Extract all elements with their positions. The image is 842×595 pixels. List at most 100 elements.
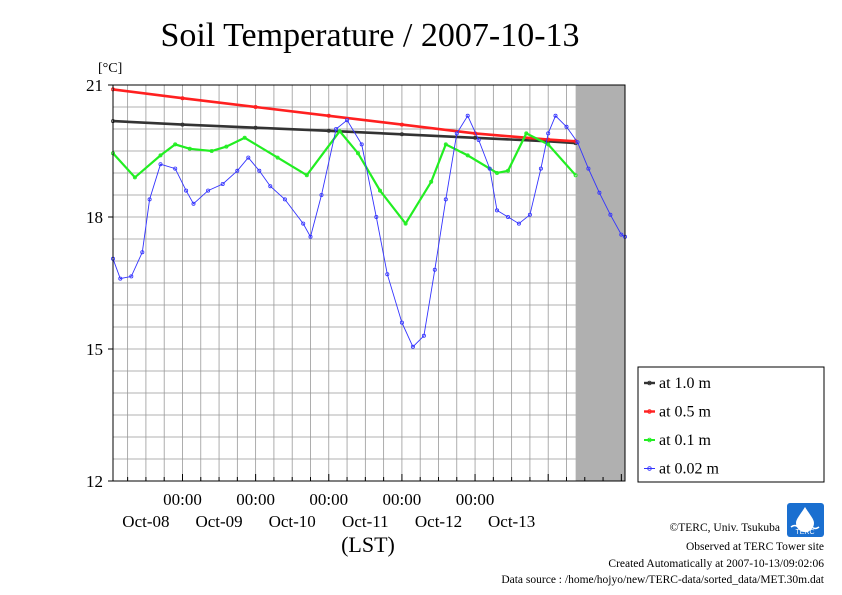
- x-time-label: 00:00: [383, 490, 422, 509]
- series-point: [209, 148, 214, 153]
- series-line: [112, 119, 576, 145]
- series-point: [527, 212, 532, 217]
- terc-logo: TERC: [787, 503, 824, 537]
- y-tick-label: 18: [86, 208, 103, 227]
- legend-box: [637, 366, 825, 483]
- axis-ticks: 12 15 18 21 00:00 00:00 00:00 00:00 00:00 Oct-08 O…: [86, 76, 622, 531]
- series-point: [253, 105, 258, 110]
- series-point: [403, 221, 408, 226]
- series-point: [505, 168, 510, 173]
- series-point: [304, 173, 309, 178]
- series-point: [385, 272, 390, 277]
- x-axis-label: (LST): [341, 532, 395, 557]
- series-point: [608, 212, 613, 217]
- series-point: [308, 234, 313, 239]
- series-point: [377, 188, 382, 193]
- series-point: [275, 155, 280, 160]
- series-point: [410, 344, 415, 349]
- series-point: [429, 179, 434, 184]
- legend-label: at 1.0 m: [659, 375, 712, 392]
- series-point: [443, 197, 448, 202]
- y-tick-label: 15: [86, 340, 103, 359]
- series-point: [494, 170, 499, 175]
- series-point: [524, 131, 529, 136]
- series-point: [319, 192, 324, 197]
- x-time-label: 00:00: [163, 490, 202, 509]
- series-point: [473, 135, 478, 140]
- series-point: [374, 214, 379, 219]
- series-point: [538, 166, 543, 171]
- series-point: [573, 141, 578, 146]
- series-line: [112, 114, 626, 348]
- legend-marker: [647, 437, 652, 443]
- series-point: [257, 168, 262, 173]
- x-time-label: 00:00: [236, 490, 275, 509]
- series-point: [505, 214, 510, 219]
- series-point: [180, 96, 185, 101]
- source-text: Data source : /home/hojyo/new/TERC-data/…: [501, 574, 824, 586]
- series-point: [334, 127, 339, 132]
- chart-title: Soil Temperature / 2007-10-13: [160, 17, 579, 54]
- series-point: [487, 166, 492, 171]
- series-point: [246, 155, 251, 160]
- observed-text: Observed at TERC Tower site: [686, 541, 824, 553]
- series-point: [337, 129, 342, 134]
- y-unit-label: [°C]: [98, 61, 122, 76]
- series-point: [132, 175, 137, 180]
- legend-marker: [647, 466, 652, 471]
- series-point: [140, 250, 145, 255]
- series-point: [516, 221, 521, 226]
- series-2: [111, 129, 578, 226]
- series-0: [111, 119, 578, 146]
- wave-icon: [790, 524, 820, 530]
- series-point: [187, 146, 192, 151]
- series-point: [118, 276, 123, 281]
- series-point: [326, 113, 331, 118]
- series-point: [220, 181, 225, 186]
- series-point: [206, 188, 211, 193]
- copyright-text: ©TERC, Univ. Tsukuba: [670, 522, 780, 534]
- series-point: [301, 221, 306, 226]
- grid: [113, 85, 625, 481]
- series-point: [180, 122, 185, 127]
- logo-text: TERC: [795, 529, 814, 536]
- x-time-label: 00:00: [309, 490, 348, 509]
- series-layer: [111, 87, 628, 349]
- x-date-label: Oct-12: [415, 512, 462, 531]
- legend-label: at 0.02 m: [659, 461, 720, 478]
- series-point: [253, 125, 258, 130]
- series-point: [421, 333, 426, 338]
- series-point: [494, 208, 499, 213]
- legend-marker: [647, 380, 652, 386]
- series-point: [564, 124, 569, 129]
- series-line: [112, 129, 577, 226]
- series-point: [282, 197, 287, 202]
- series-point: [586, 166, 591, 171]
- series-point: [546, 131, 551, 136]
- x-date-label: Oct-08: [122, 512, 169, 531]
- series-point: [619, 232, 624, 237]
- created-text: Created Automatically at 2007-10-13/09:0…: [608, 558, 824, 570]
- series-point: [399, 320, 404, 325]
- legend: at 1.0 m at 0.5 m at 0.1 m at 0.02 m: [637, 366, 825, 483]
- series-point: [326, 128, 331, 133]
- series-point: [147, 197, 152, 202]
- legend-label: at 0.1 m: [659, 432, 712, 449]
- series-point: [345, 118, 350, 123]
- plot-frame: [112, 84, 626, 482]
- series-point: [399, 132, 404, 137]
- series-point: [129, 274, 134, 279]
- x-date-label: Oct-09: [195, 512, 242, 531]
- x-date-label: Oct-11: [342, 512, 389, 531]
- series-point: [242, 135, 247, 140]
- series-point: [399, 122, 404, 127]
- series-point: [573, 173, 578, 178]
- series-point: [432, 267, 437, 272]
- series-point: [224, 144, 229, 149]
- legend-marker: [647, 409, 652, 414]
- y-tick-label: 21: [86, 76, 103, 95]
- series-1: [111, 87, 578, 144]
- series-point: [476, 137, 481, 142]
- series-point: [575, 140, 580, 145]
